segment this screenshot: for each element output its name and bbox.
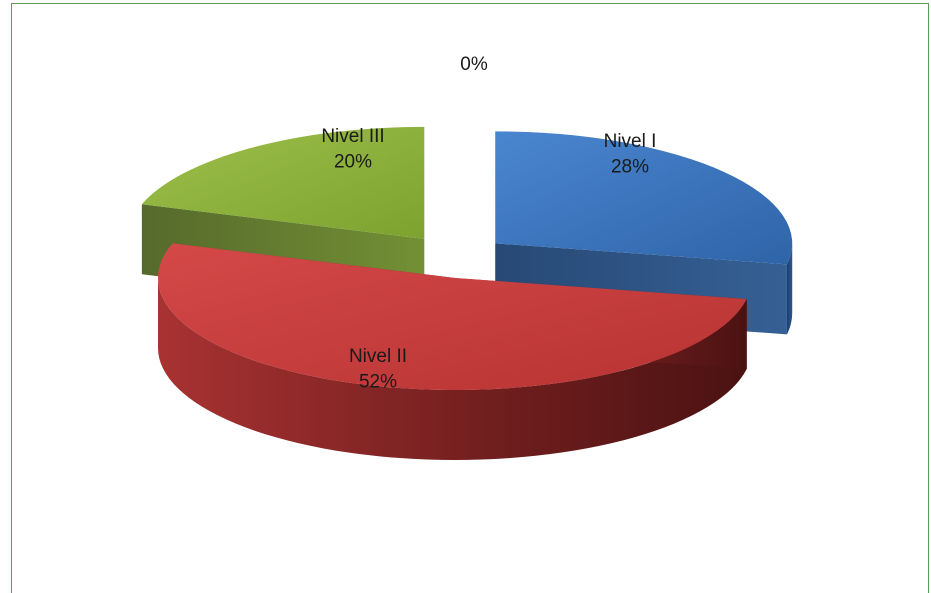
slice-nivel-i-top xyxy=(495,131,793,265)
label-nivel-i: Nivel I 28% xyxy=(604,131,657,178)
slice-nivel-ii xyxy=(157,243,747,460)
slice-nivel-ii-top xyxy=(157,243,747,391)
label-zero: 0% xyxy=(460,54,488,75)
slice-nivel-iii-top xyxy=(141,126,425,239)
chart-area xyxy=(11,3,929,593)
slice-nivel-i-side xyxy=(786,243,793,335)
label-nivel-ii: Nivel II 52% xyxy=(349,346,407,393)
label-nivel-iii: Nivel III 20% xyxy=(321,126,384,173)
slice-nivel-ii-side xyxy=(158,278,747,460)
